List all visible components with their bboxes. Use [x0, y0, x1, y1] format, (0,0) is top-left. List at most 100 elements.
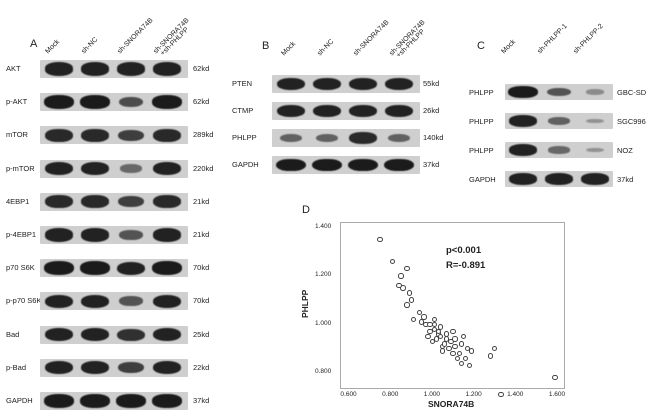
panel-c-band [508, 86, 538, 98]
panel-a-band [153, 195, 181, 209]
panel-a-blot-strip [40, 126, 188, 145]
panel-a-row-annotation: 21kd [193, 196, 210, 206]
scatter-point [450, 350, 456, 357]
panel-b-row-label: PTEN [232, 79, 253, 88]
panel-a-band [44, 95, 74, 109]
scatter-point [427, 328, 433, 335]
x-tick-label: 1.000 [423, 391, 441, 398]
panel-a-row-annotation: 21kd [193, 230, 210, 239]
panel-a-row-annotation: 62kd [193, 64, 210, 73]
panel-b-band [312, 158, 342, 172]
panel-b-row-label: GAPDH [232, 160, 259, 169]
panel-a-band [152, 328, 182, 342]
panel-a-band [118, 129, 144, 142]
panel-a-row-label: p-AKT [6, 97, 28, 107]
panel-a-row-label: p70 S6K [6, 263, 35, 273]
scatter-point [552, 375, 558, 381]
panel-c-row-annotation: GBC-SD [617, 88, 647, 97]
panel-c-band [585, 89, 605, 95]
scatter-point [498, 392, 504, 398]
scatter-point [425, 333, 431, 340]
panel-b-letter: B [262, 40, 270, 52]
panel-a-row-annotation: 62kd [193, 97, 210, 107]
panel-b-row-annotation: 26kd [423, 106, 440, 115]
panel-a-band [152, 294, 182, 308]
panel-b-lane-header: Mock [280, 40, 298, 58]
panel-c-row-label: PHLPP [469, 117, 494, 126]
panel-a-blot-strip [40, 60, 188, 78]
panel-a-row-annotation: 25kd [193, 329, 210, 339]
panel-c-band [508, 173, 538, 185]
panel-b-band [348, 77, 378, 91]
scatter-point [458, 360, 465, 366]
panel-a-lane-header: sh-NC [80, 36, 100, 56]
panel-b-band [384, 158, 414, 172]
panel-a-band [44, 162, 74, 176]
panel-b-band [315, 133, 339, 143]
panel-a-band [45, 195, 73, 209]
panel-a-row-annotation: 37kd [193, 396, 210, 405]
panel-c-band [547, 87, 571, 97]
panel-a-band [152, 228, 182, 242]
scatter-point [437, 333, 444, 340]
panel-b-row-label: PHLPP [232, 133, 257, 142]
panel-a-band [152, 62, 182, 76]
scatter-point [456, 350, 462, 357]
scatter-point [467, 362, 473, 369]
scatter-point [400, 285, 406, 291]
panel-d-letter: D [302, 204, 310, 216]
panel-a-row-label: AKT [6, 64, 21, 73]
panel-a-band [152, 261, 182, 275]
panel-c-row-label: PHLPP [469, 88, 494, 97]
scatter-point [427, 321, 433, 328]
panel-a-row-label: p-Bad [6, 362, 27, 372]
panel-a-band [119, 296, 143, 307]
panel-a-band [116, 62, 146, 76]
panel-a-row-label: p-mTOR [6, 163, 35, 173]
panel-a-band [80, 261, 110, 275]
panel-a-blot-strip [40, 259, 188, 278]
scatter-point [396, 282, 402, 289]
panel-c-band [547, 117, 571, 125]
panel-c-lane-header: Mock [500, 38, 518, 56]
panel-c-row-label: PHLPP [469, 146, 494, 155]
panel-a-blot-strip [40, 325, 188, 344]
scatter-point [458, 341, 465, 347]
panel-a-band [80, 62, 110, 76]
scatter-point [462, 355, 469, 362]
scatter-point [421, 314, 427, 320]
panel-a-lane-header: sh-SNORA74B [116, 17, 155, 56]
panel-a-blot-strip [40, 392, 188, 410]
panel-c-row-annotation: 37kd [617, 175, 634, 184]
scatter-point [492, 345, 498, 352]
panel-a-band [119, 230, 143, 240]
scatter-point [454, 355, 460, 362]
panel-a-band [116, 261, 146, 275]
x-tick-label: 1.400 [507, 391, 524, 398]
scatter-point [452, 343, 458, 349]
panel-a-row-annotation: 289kd [193, 130, 214, 140]
scatter-point [389, 258, 396, 264]
panel-b-band [384, 104, 414, 118]
scatter-point [404, 302, 410, 308]
panel-a-band [118, 196, 144, 208]
panel-b-lane-header: sh-SNORA74B [352, 19, 391, 58]
panel-a-band [80, 162, 110, 176]
panel-a-band [80, 294, 110, 308]
scatter-point [469, 348, 475, 354]
panel-a-row-annotation: 220kd [193, 163, 214, 173]
panel-b-row-annotation: 37kd [423, 160, 440, 169]
scatter-plot-area [340, 222, 565, 389]
panel-b-band [279, 133, 303, 143]
panel-a-row-label: mTOR [6, 130, 28, 140]
panel-a-row-annotation: 22kd [193, 362, 210, 372]
panel-a-band [80, 95, 110, 109]
panel-a-row-label: p-p70 S6K [6, 296, 42, 306]
panel-a-row-label: Bad [6, 329, 20, 339]
panel-c-band [508, 144, 538, 156]
panel-c-band [544, 173, 574, 185]
panel-a-band [44, 228, 74, 242]
panel-b-blot-strip [272, 156, 420, 174]
panel-c-band [548, 146, 570, 154]
scatter-point [450, 328, 456, 335]
